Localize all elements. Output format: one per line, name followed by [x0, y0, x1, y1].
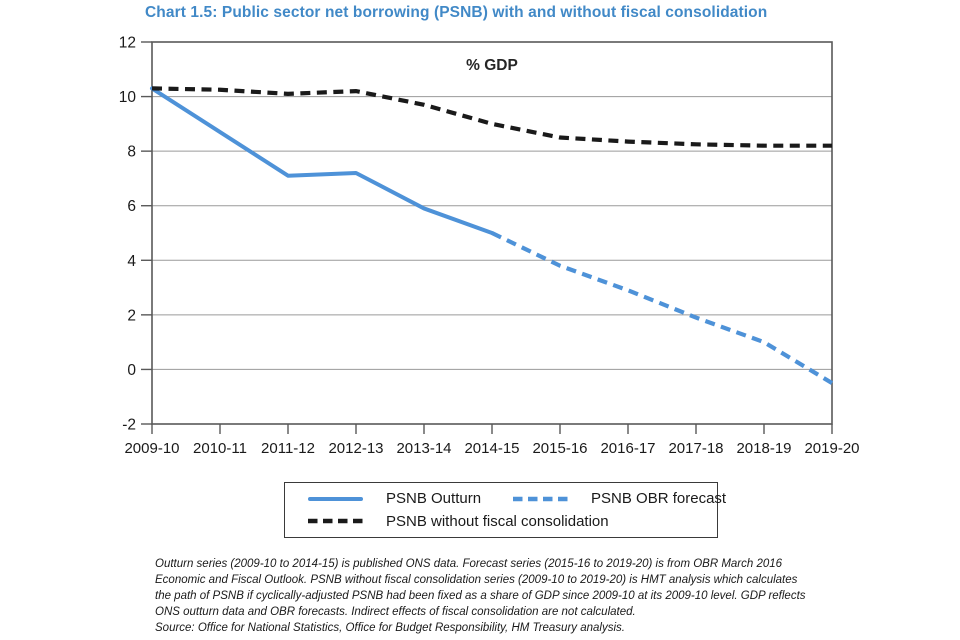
x-axis-label: 2016-17 — [600, 440, 655, 457]
y-axis-label: 6 — [127, 198, 136, 215]
y-axis-label: -2 — [122, 417, 136, 434]
x-axis-label: 2010-11 — [193, 440, 247, 457]
legend-row: PSNB Outturn PSNB OBR forecast — [308, 490, 726, 507]
x-axis-label: 2009-10 — [124, 440, 179, 457]
x-axis-label: 2015-16 — [532, 440, 587, 457]
y-axis-label: 0 — [127, 362, 136, 379]
x-axis-label: 2018-19 — [736, 440, 791, 457]
x-axis-label: 2013-14 — [396, 440, 451, 457]
footnote-line: Economic and Fiscal Outlook. PSNB withou… — [155, 573, 798, 586]
legend-item-psnb-without-fiscal-consolidation: PSNB without fiscal consolidation — [308, 513, 609, 530]
x-axis-label: 2012-13 — [328, 440, 383, 457]
x-axis-label: 2019-20 — [804, 440, 859, 457]
footnote-line: ONS outturn data and OBR forecasts. Indi… — [155, 605, 636, 618]
y-axis-label: 10 — [119, 89, 137, 106]
x-axis-label: 2017-18 — [668, 440, 723, 457]
series-line-dashed — [491, 231, 834, 385]
legend-label: PSNB Outturn — [386, 490, 482, 508]
footnote-line: Outturn series (2009-10 to 2014-15) is p… — [155, 558, 783, 570]
legend-label: PSNB without fiscal consolidation — [386, 512, 609, 530]
line-chart: 12 10 8 6 4 2 0 -2 2009-10 2010-11 2011-12 2012-13 2… — [119, 35, 860, 458]
y-axis-label: 2 — [127, 307, 136, 324]
y-axis-label: 8 — [127, 144, 136, 161]
chart-legend: PSNB Outturn PSNB OBR forecast PSNB with… — [284, 482, 726, 538]
chart-footnotes: Outturn series (2009-10 to 2014-15) is p… — [155, 557, 855, 637]
legend-row: PSNB without fiscal consolidation — [308, 513, 717, 530]
legend-item-psnb-obr-forecast: PSNB OBR forecast — [513, 490, 726, 507]
legend-item-psnb-outturn: PSNB Outturn — [308, 490, 481, 507]
solid-line-swatch-icon — [308, 496, 363, 501]
dashed-line-swatch-icon — [308, 518, 363, 524]
x-axis-label: 2011-12 — [261, 440, 315, 457]
legend-label: PSNB OBR forecast — [591, 490, 727, 508]
chart-title: Chart 1.5: Public sector net borrowing (… — [145, 4, 768, 21]
series-line-solid — [150, 86, 494, 235]
footnote-line: Source: Office for National Statistics, … — [155, 621, 625, 634]
dashed-line-swatch-icon — [513, 496, 569, 502]
footnote-line: the path of PSNB if cyclically-adjusted … — [155, 589, 806, 602]
x-axis-label: 2014-15 — [464, 440, 519, 457]
y-axis-label: 12 — [119, 35, 136, 52]
axis-units-label: % GDP — [466, 57, 518, 74]
y-axis-label: 4 — [127, 253, 136, 270]
